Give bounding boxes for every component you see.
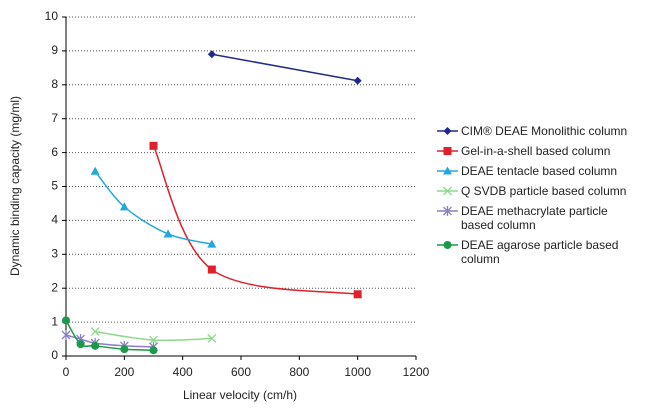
marker (91, 341, 100, 350)
legend-item: DEAE tentacle based column (437, 164, 657, 178)
y-tick-label: 2 (51, 280, 58, 294)
marker (207, 333, 217, 343)
y-axis-label: Dynamic binding capacity (mg/ml) (8, 96, 22, 276)
x-tick-label: 400 (173, 365, 193, 379)
marker (149, 141, 158, 150)
marker (62, 316, 70, 325)
x-axis-label: Linear velocity (cm/h) (183, 388, 297, 402)
marker (90, 166, 100, 175)
x-tick-label: 600 (231, 365, 251, 379)
x-tick-label: 1000 (344, 365, 371, 379)
legend: CIM® DEAE Monolithic column Gel-in-a-shel… (437, 124, 657, 272)
series-line (211, 53, 358, 82)
marker (119, 202, 129, 211)
legend-label: CIM® DEAE Monolithic column (461, 124, 628, 138)
legend-swatch (437, 166, 458, 175)
marker (207, 239, 217, 248)
legend-swatch (437, 127, 458, 135)
series-line (94, 170, 213, 245)
chart: Linear velocity (cm/h) Dynamic binding c… (8, 9, 430, 402)
marker (353, 290, 362, 299)
legend-label: Gel-in-a-shell based column (461, 144, 611, 158)
series-line (95, 330, 212, 342)
legend-label: DEAE tentacle based column (461, 164, 618, 178)
legend-item: Q SVDB particle based column (437, 184, 657, 198)
legend-item: Gel-in-a-shell based column (437, 144, 657, 158)
y-tick-label: 9 (51, 43, 58, 57)
marker (76, 340, 85, 349)
legend-label: Q SVDB particle based column (461, 184, 627, 198)
x-tick-label: 1200 (403, 365, 430, 379)
legend-label: DEAE methacrylate particle based column (461, 204, 608, 232)
x-tick-label: 800 (289, 365, 309, 379)
y-tick-label: 0 (51, 348, 58, 362)
marker (443, 206, 452, 216)
marker (149, 346, 158, 355)
y-tick-label: 5 (51, 179, 58, 193)
marker (443, 147, 452, 155)
legend-swatch (437, 186, 458, 196)
marker (120, 345, 129, 354)
marker (149, 335, 158, 345)
marker (207, 50, 216, 59)
x-tick-label: 200 (114, 365, 134, 379)
marker (61, 329, 71, 340)
marker (443, 186, 452, 196)
y-tick-label: 7 (51, 111, 58, 125)
legend-swatch (437, 206, 458, 216)
marker (443, 166, 452, 175)
legend-swatch (437, 147, 458, 155)
y-tick-label: 1 (51, 314, 58, 328)
y-tick-label: 6 (51, 145, 58, 159)
y-tick-label: 3 (51, 246, 58, 260)
marker (443, 127, 452, 135)
marker (353, 76, 362, 85)
marker (90, 327, 100, 337)
y-tick-label: 10 (45, 9, 59, 23)
x-tick-label: 0 (63, 365, 70, 379)
legend-item: DEAE methacrylate particle based column (437, 204, 657, 232)
legend-item: DEAE agarose particle based column (437, 238, 657, 266)
marker (207, 265, 216, 274)
legend-label: DEAE agarose particle based column (461, 238, 619, 266)
marker (163, 229, 173, 238)
y-tick-label: 4 (51, 213, 58, 227)
legend-item: CIM® DEAE Monolithic column (437, 124, 657, 138)
y-tick-label: 8 (51, 77, 58, 91)
legend-swatch (437, 241, 458, 249)
marker (443, 241, 452, 249)
